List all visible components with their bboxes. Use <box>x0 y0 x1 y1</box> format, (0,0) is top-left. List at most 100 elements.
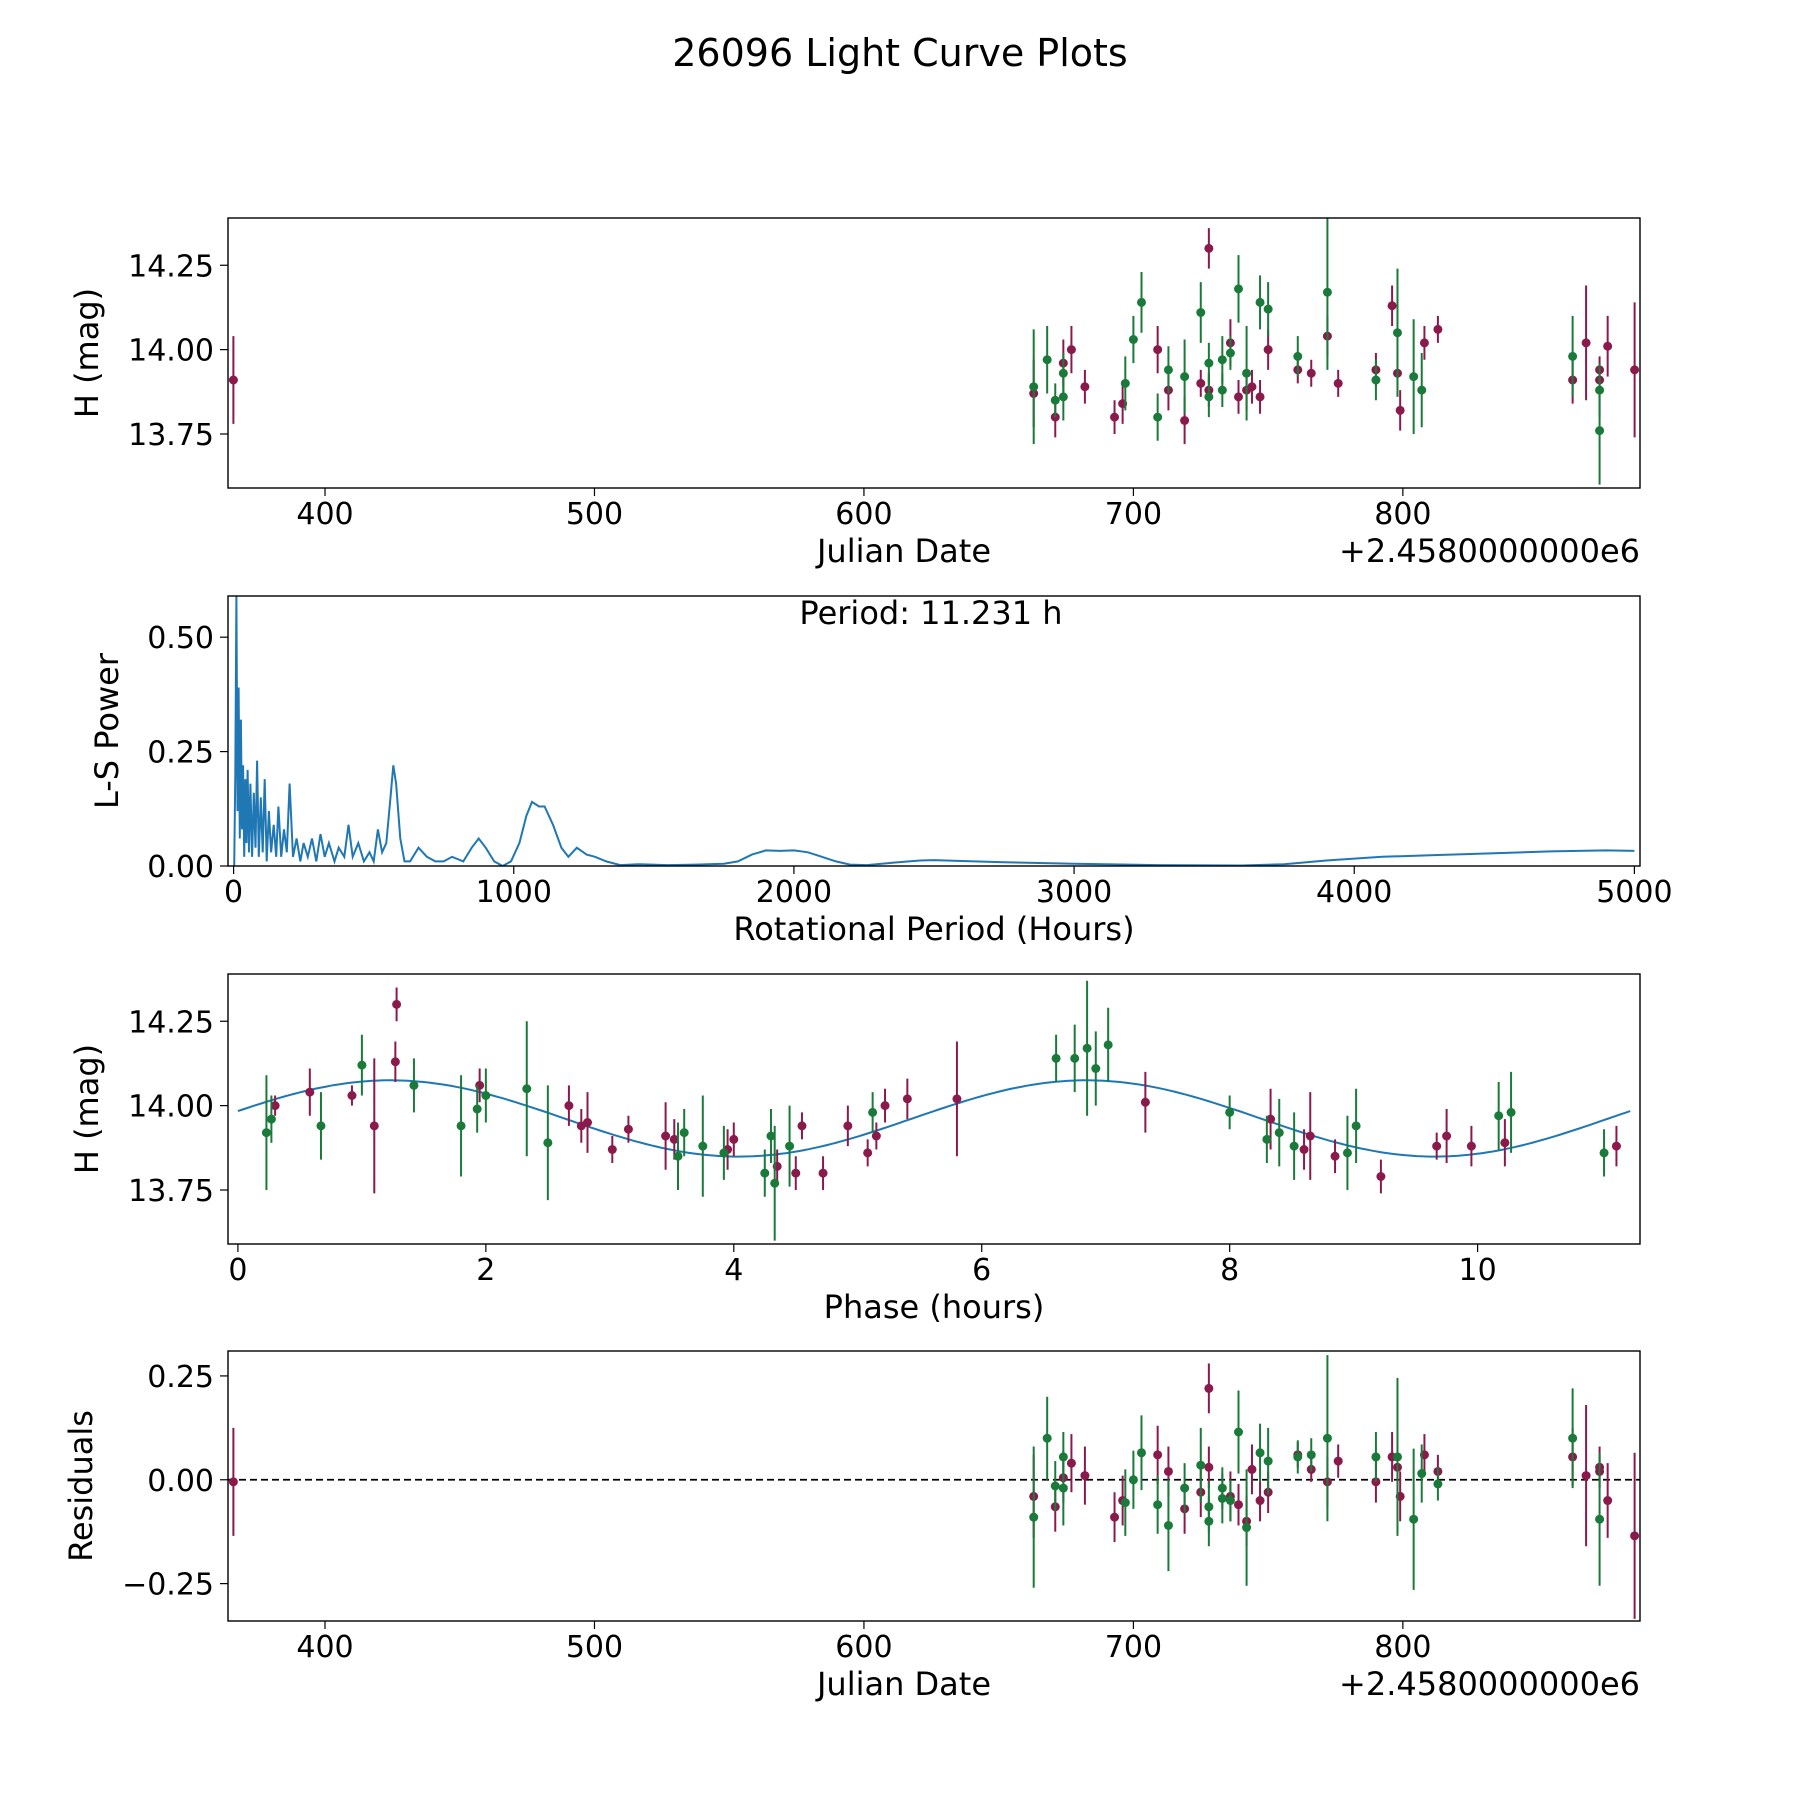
data-point <box>1392 328 1402 338</box>
lightcurve-xtick-label: 500 <box>566 497 623 532</box>
residuals-plot-area <box>228 1355 1640 1619</box>
lightcurve-ytick-label: 14.25 <box>128 249 214 284</box>
phased-axes-frame <box>227 973 1641 1245</box>
data-point <box>719 1148 729 1158</box>
data-point <box>316 1121 326 1131</box>
data-point <box>1306 1450 1316 1460</box>
data-point <box>1247 1464 1257 1474</box>
periodogram-panel: 0 1000 2000 3000 4000 5000 0.00 0.25 0.50 Rotatio… <box>88 594 1673 948</box>
periodogram-xtick-label: 1000 <box>476 875 552 910</box>
data-point <box>1080 382 1090 392</box>
data-point <box>543 1138 553 1148</box>
lightcurve-ytick-label: 13.75 <box>128 418 214 453</box>
data-point <box>1180 1483 1190 1493</box>
data-point <box>1263 345 1273 355</box>
data-point <box>472 1104 482 1114</box>
data-point <box>1568 1433 1578 1443</box>
data-point <box>1103 1040 1113 1050</box>
periodogram-xlabel: Rotational Period (Hours) <box>733 910 1134 948</box>
residuals-ytick-label: 0.25 <box>147 1360 214 1395</box>
data-point <box>1050 1481 1060 1491</box>
data-point <box>1419 338 1429 348</box>
residuals-xtick-label: 700 <box>1105 1630 1162 1665</box>
data-point <box>791 1168 801 1178</box>
data-point <box>1568 351 1578 361</box>
data-point <box>1029 1512 1039 1522</box>
data-point <box>797 1121 807 1131</box>
data-point <box>1333 1456 1343 1466</box>
data-point <box>261 1128 271 1138</box>
data-point <box>305 1087 315 1097</box>
data-point <box>1330 1151 1340 1161</box>
data-point <box>1196 308 1206 317</box>
data-point <box>698 1141 708 1151</box>
residuals-ylabel: Residuals <box>62 1410 100 1562</box>
data-point <box>456 1121 466 1131</box>
data-point <box>1153 412 1163 422</box>
data-point <box>390 1057 400 1067</box>
data-point <box>1110 1512 1120 1522</box>
data-point <box>1204 392 1214 402</box>
phased-xlabel: Phase (hours) <box>824 1288 1045 1326</box>
data-point <box>1242 1523 1252 1533</box>
data-point <box>1153 1450 1163 1460</box>
data-point <box>481 1091 491 1100</box>
data-point <box>1242 368 1252 378</box>
data-point <box>1255 297 1265 307</box>
data-point <box>1247 382 1257 392</box>
data-point <box>1204 358 1214 368</box>
data-point <box>1351 1121 1361 1131</box>
data-point <box>1153 345 1163 355</box>
residuals-xlabel: Julian Date <box>815 1665 991 1703</box>
periodogram-xtick-label: 5000 <box>1596 875 1672 910</box>
phased-ytick-label: 14.00 <box>128 1090 214 1125</box>
data-point <box>1080 1471 1090 1481</box>
data-point <box>1225 1496 1235 1506</box>
data-point <box>1029 382 1039 392</box>
data-point <box>1333 378 1343 388</box>
data-point <box>1110 412 1120 422</box>
lightcurve-xtick-label: 700 <box>1105 497 1162 532</box>
lightcurve-xtick-label: 800 <box>1374 497 1431 532</box>
periodogram-ytick-label: 0.25 <box>147 736 214 771</box>
data-point <box>1322 1433 1332 1443</box>
data-point <box>843 1121 853 1131</box>
periodogram-axes-frame <box>227 595 1641 867</box>
phased-xtick-label: 8 <box>1220 1253 1239 1288</box>
data-point <box>1611 1141 1621 1151</box>
residuals-xtick-label: 600 <box>835 1630 892 1665</box>
data-point <box>863 1148 873 1158</box>
data-point <box>1051 1053 1061 1063</box>
data-point <box>1494 1111 1504 1121</box>
data-point <box>1204 243 1214 253</box>
data-point <box>357 1060 367 1070</box>
data-point <box>1204 1462 1214 1472</box>
data-point <box>1136 297 1146 307</box>
phased-xtick-label: 6 <box>972 1253 991 1288</box>
data-point <box>868 1107 878 1117</box>
data-point <box>1042 355 1052 365</box>
data-point <box>1442 1131 1452 1141</box>
data-point <box>1274 1128 1284 1138</box>
model-fit-curve <box>237 1079 1631 1158</box>
lightcurve-series-green <box>1029 218 1605 485</box>
data-point <box>1217 355 1227 365</box>
data-point <box>1506 1107 1516 1117</box>
phased-series-red <box>270 987 1621 1194</box>
data-point <box>1204 1383 1214 1393</box>
data-point <box>1603 1496 1613 1506</box>
data-point <box>1417 385 1427 395</box>
residuals-xtick-label: 800 <box>1374 1630 1431 1665</box>
data-point <box>270 1101 280 1111</box>
data-point <box>729 1134 739 1144</box>
residuals-xtick-label: 500 <box>566 1630 623 1665</box>
phased-xtick-label: 4 <box>724 1253 743 1288</box>
residuals-xtick-label: 400 <box>296 1630 353 1665</box>
phased-xtick-label: 2 <box>476 1253 495 1288</box>
data-point <box>766 1131 776 1141</box>
periodogram-plot-area <box>233 596 1635 866</box>
lightcurve-ytick-label: 14.00 <box>128 334 214 369</box>
data-point <box>1163 1466 1173 1476</box>
